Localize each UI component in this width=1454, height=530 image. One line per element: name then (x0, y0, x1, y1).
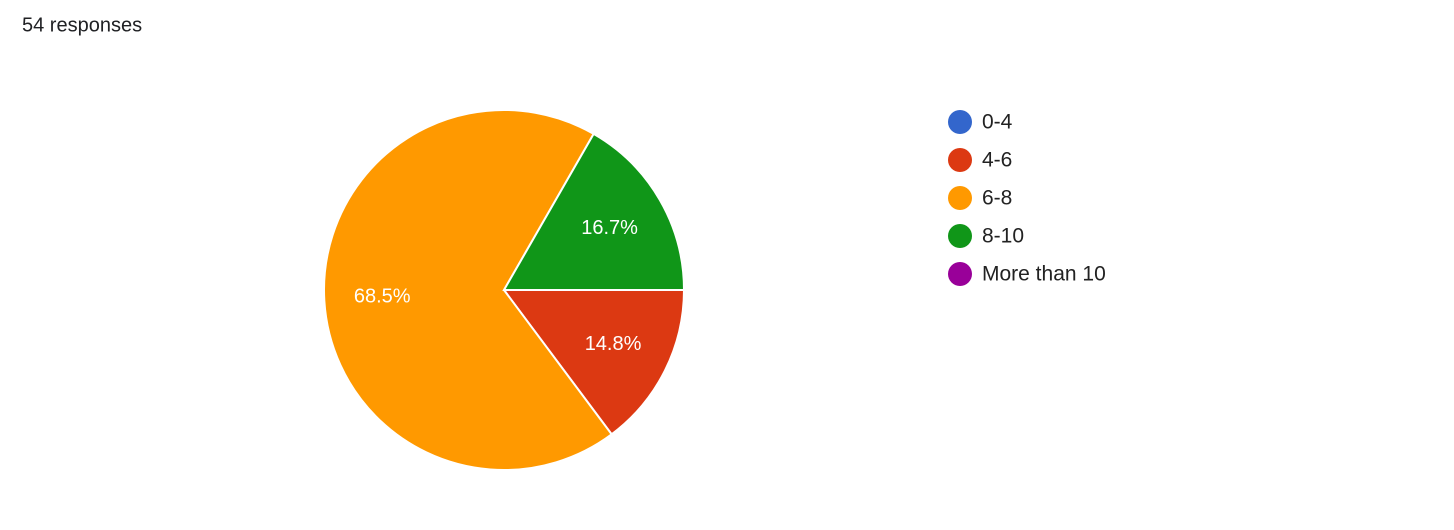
legend-label: More than 10 (982, 263, 1106, 286)
legend-label: 4-6 (982, 149, 1012, 172)
legend-marker (948, 186, 972, 210)
slice-label: 14.8% (585, 333, 642, 355)
pie-slice (502, 289, 686, 436)
legend-marker (948, 224, 972, 248)
legend-marker (948, 110, 972, 134)
slice-label: 68.5% (354, 286, 411, 308)
pie-slice (323, 109, 614, 471)
pie-slice (502, 132, 686, 291)
legend-marker (948, 148, 972, 172)
legend-label: 6-8 (982, 187, 1012, 210)
legend-label: 0-4 (982, 111, 1013, 134)
slice-label: 16.7% (581, 217, 638, 239)
chart-title: 54 responses (22, 14, 142, 36)
legend-label: 8-10 (982, 225, 1024, 248)
legend-marker (948, 262, 972, 286)
